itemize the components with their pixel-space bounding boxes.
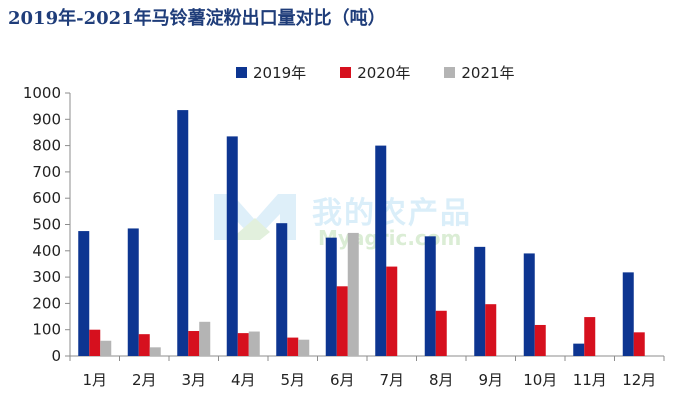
bar-2020年-1月: [89, 329, 101, 356]
y-tick-label-300: 300: [32, 268, 61, 286]
bar-2020年-4月: [237, 333, 249, 356]
x-tick-label-10月: 10月: [523, 371, 557, 389]
bar-2019年-9月: [474, 246, 486, 356]
y-tick-label-800: 800: [32, 137, 61, 155]
chart-title: 2019年-2021年马铃薯淀粉出口量对比（吨）: [8, 8, 386, 29]
bar-2019年-6月: [325, 237, 337, 356]
bar-2019年-1月: [78, 231, 90, 356]
y-tick-label-0: 0: [51, 347, 61, 365]
y-tick-label-700: 700: [32, 163, 61, 181]
bar-2020年-2月: [138, 334, 150, 356]
x-tick-label-9月: 9月: [478, 371, 503, 389]
y-tick-label-600: 600: [32, 189, 61, 207]
legend-item-2020: 2020年: [340, 62, 410, 83]
bar-2021年-2月: [149, 347, 161, 356]
x-tick-label-2月: 2月: [132, 371, 157, 389]
legend-swatch-2021: [444, 67, 456, 78]
bar-2020年-3月: [188, 331, 200, 356]
bar-2019年-10月: [523, 253, 535, 356]
y-tick-label-200: 200: [32, 294, 61, 312]
legend: 2019年 2020年 2021年: [236, 62, 515, 83]
legend-label-2021: 2021年: [461, 64, 515, 82]
bar-2021年-6月: [347, 232, 359, 356]
bar-2021年-1月: [100, 340, 112, 356]
x-tick-label-5月: 5月: [280, 371, 305, 389]
y-tick-label-900: 900: [32, 110, 61, 128]
y-tick-label-500: 500: [32, 216, 61, 234]
bar-2020年-10月: [534, 324, 546, 356]
x-tick-label-3月: 3月: [181, 371, 206, 389]
bar-2019年-5月: [276, 223, 288, 356]
y-tick-label-1000: 1000: [23, 84, 61, 102]
bar-2019年-11月: [573, 343, 585, 356]
x-tick-label-8月: 8月: [429, 371, 454, 389]
bar-2020年-8月: [435, 310, 447, 356]
legend-label-2019: 2019年: [253, 64, 307, 82]
bar-2019年-2月: [127, 228, 139, 356]
legend-item-2021: 2021年: [444, 62, 515, 83]
legend-swatch-2020: [340, 67, 352, 78]
bar-2019年-12月: [622, 272, 634, 356]
watermark-subtext: Myagric.com: [318, 226, 462, 250]
bar-2020年-6月: [336, 286, 348, 356]
bar-2021年-3月: [199, 321, 211, 356]
bar-2019年-8月: [424, 236, 436, 356]
x-tick-label-1月: 1月: [82, 371, 107, 389]
x-tick-label-6月: 6月: [330, 371, 355, 389]
x-tick-label-4月: 4月: [231, 371, 256, 389]
bar-2019年-7月: [375, 145, 387, 356]
bar-2020年-9月: [485, 304, 497, 356]
bar-2019年-4月: [226, 136, 238, 356]
bar-2021年-4月: [248, 331, 260, 356]
bar-2020年-5月: [287, 337, 299, 356]
bar-2021年-5月: [298, 339, 310, 356]
x-tick-label-7月: 7月: [379, 371, 404, 389]
bar-2019年-3月: [177, 110, 189, 356]
bar-2020年-12月: [633, 332, 645, 356]
x-tick-label-12月: 12月: [622, 371, 656, 389]
bar-2020年-7月: [386, 266, 398, 356]
y-tick-label-100: 100: [32, 321, 61, 339]
legend-swatch-2019: [236, 67, 247, 78]
legend-label-2020: 2020年: [357, 64, 411, 82]
watermark-text: 我的农产品: [312, 196, 472, 231]
x-tick-label-11月: 11月: [573, 371, 607, 389]
bar-2020年-11月: [584, 317, 596, 356]
y-tick-label-400: 400: [32, 242, 61, 260]
legend-item-2019: 2019年: [236, 62, 306, 83]
